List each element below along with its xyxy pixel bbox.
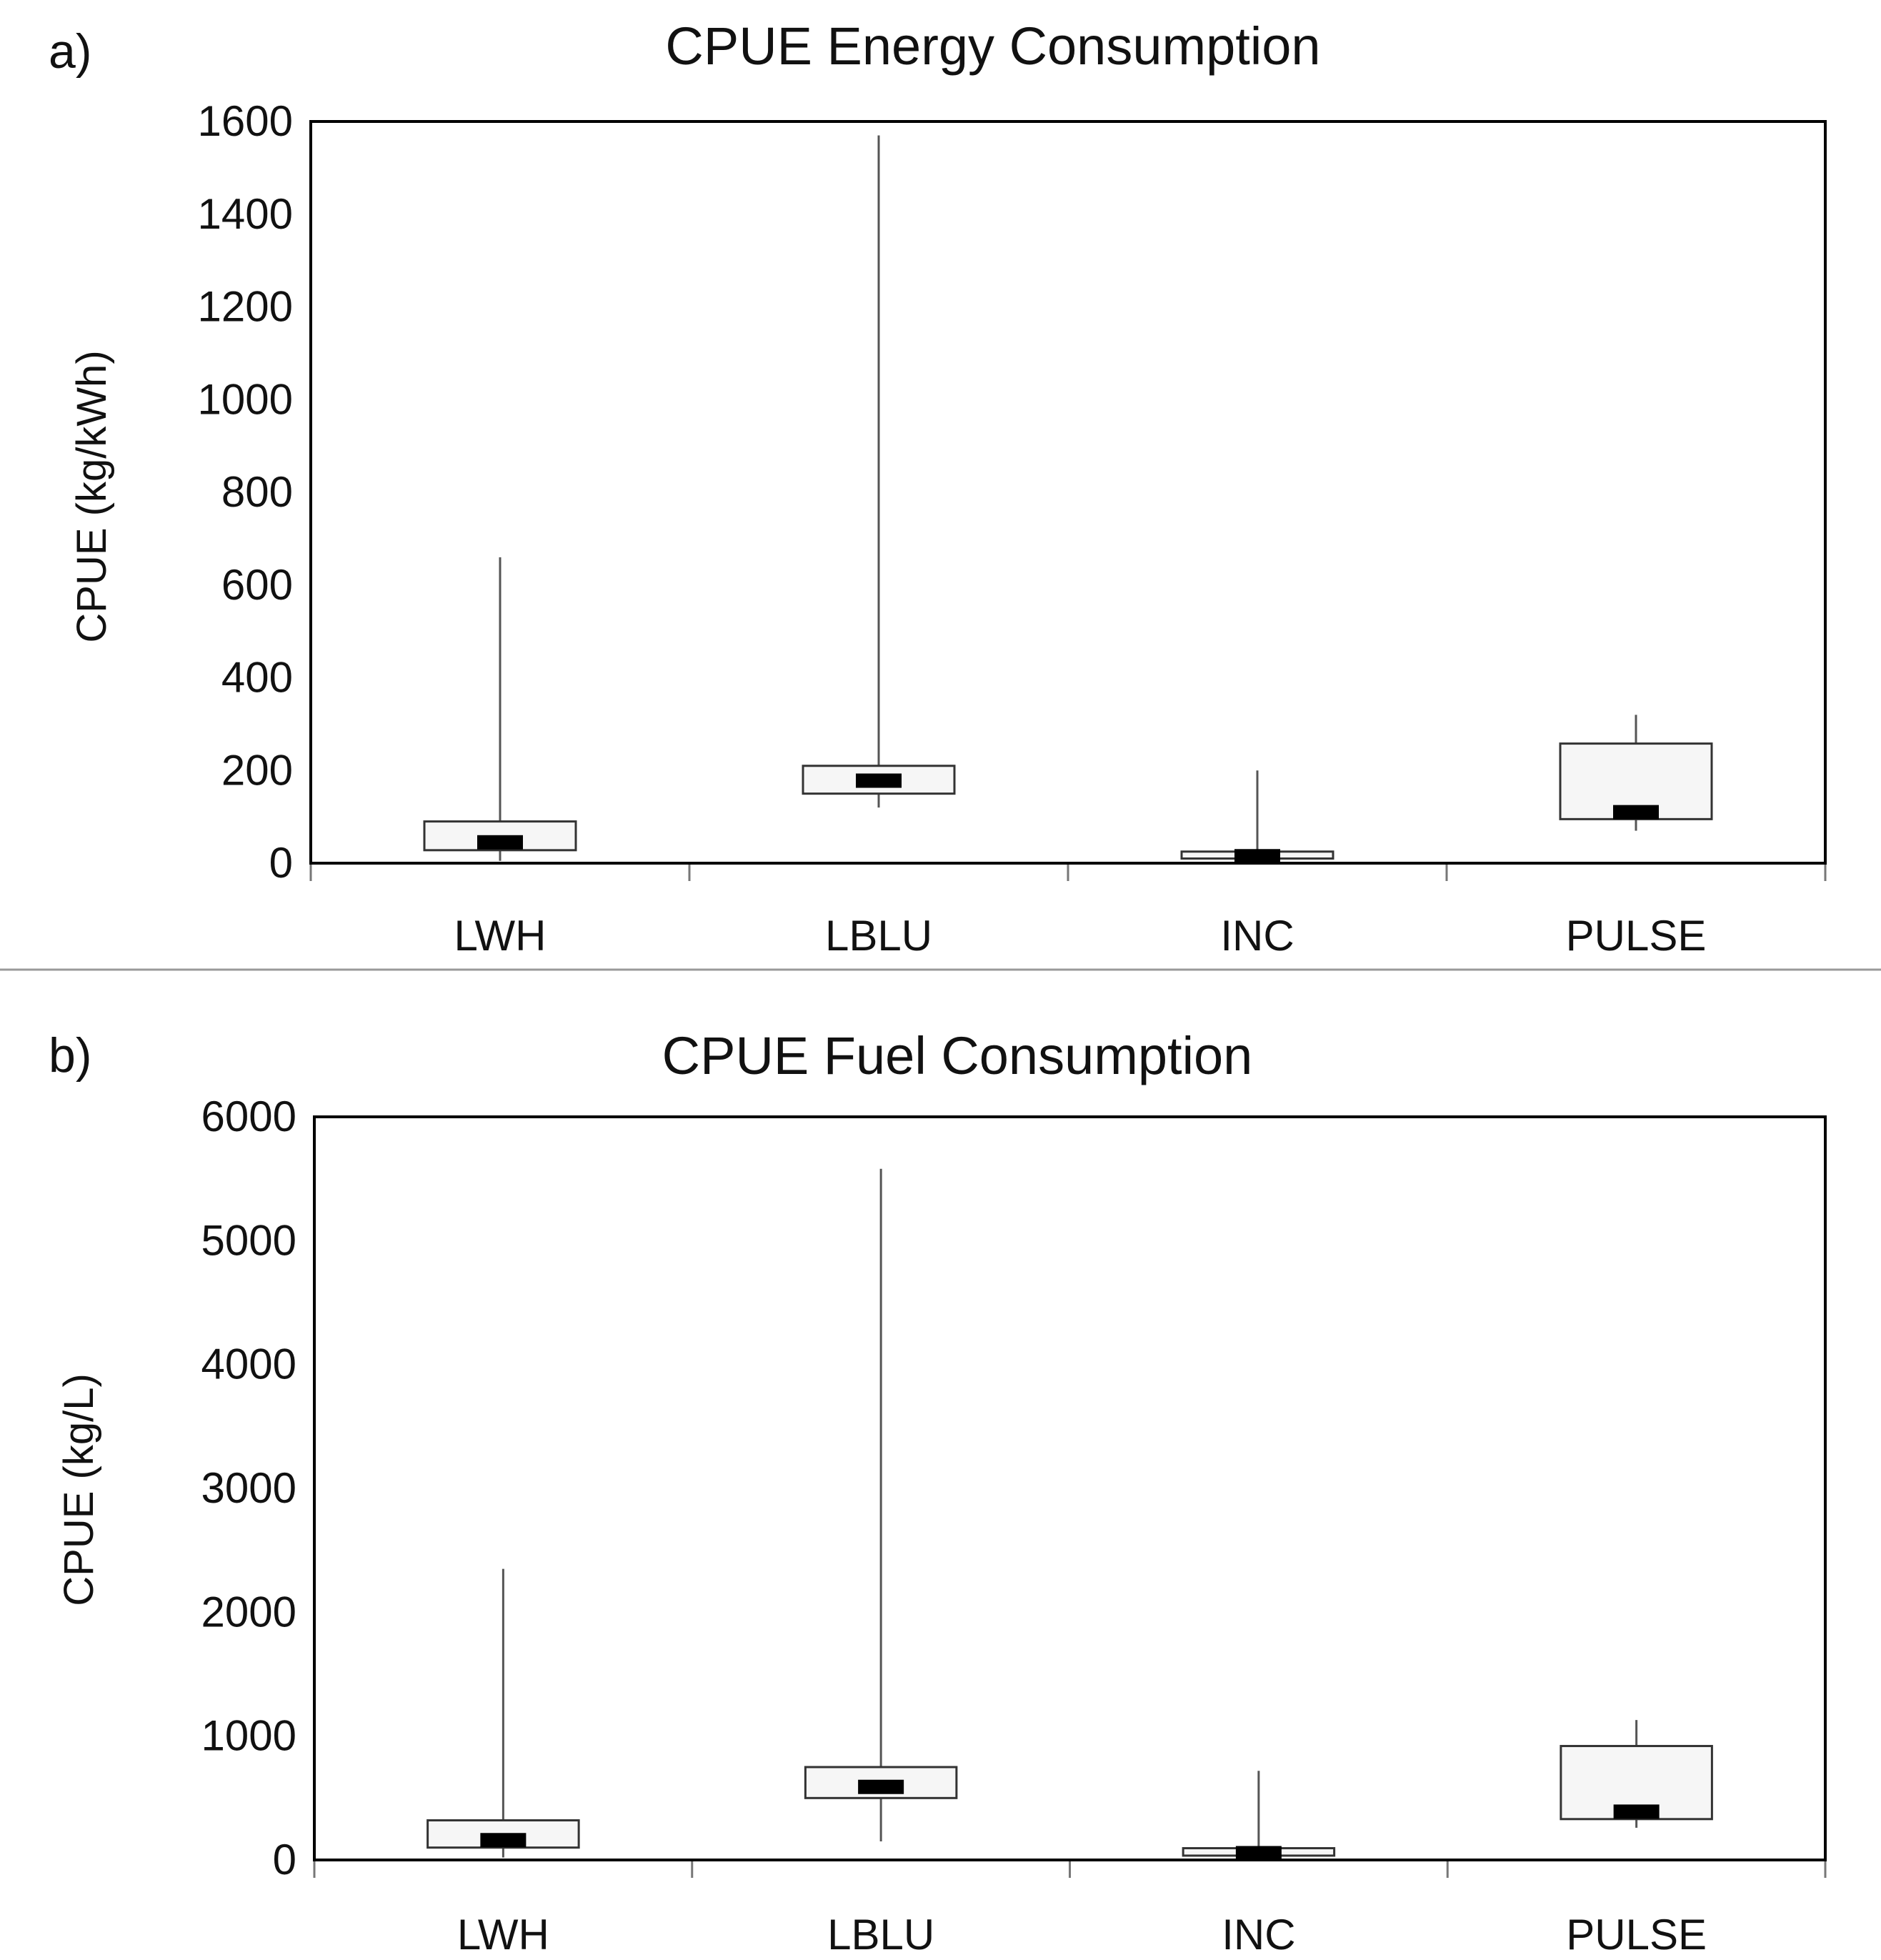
panel-a-label: a)	[49, 24, 91, 79]
y-tick-label: 2000	[201, 1588, 296, 1636]
x-tick-label: INC	[1220, 912, 1294, 960]
median-marker	[856, 773, 902, 788]
box-plots	[426, 1168, 1713, 1861]
y-tick-label: 200	[221, 746, 293, 794]
y-tick-labels: 0 200 400 600 800 1000 1200 1400 1600	[198, 97, 293, 887]
iqr-box-pulse	[1560, 1745, 1713, 1821]
y-tick-label: 5000	[201, 1216, 296, 1264]
x-tick-label: PULSE	[1566, 1911, 1707, 1959]
panel-energy-consumption: a) CPUE Energy Consumption CPUE (kg/kWh)…	[49, 16, 1827, 960]
box-plots	[423, 135, 1713, 864]
y-tick-label: 0	[269, 839, 293, 887]
y-tick-label: 600	[221, 561, 293, 609]
y-tick-label: 6000	[201, 1093, 296, 1140]
x-tick-label: INC	[1222, 1911, 1295, 1959]
y-tick-label: 800	[221, 468, 293, 516]
chart-title: CPUE Energy Consumption	[665, 16, 1320, 76]
x-tick-labels: LWH LBLU INC PULSE	[309, 863, 1827, 960]
panel-b-label: b)	[49, 1028, 91, 1083]
y-tick-label: 1400	[198, 190, 293, 238]
median-marker	[477, 835, 523, 850]
y-tick-label: 1600	[198, 97, 293, 145]
y-tick-label: 400	[221, 654, 293, 702]
x-tick-labels: LWH LBLU INC PULSE	[313, 1860, 1827, 1959]
y-tick-label: 3000	[201, 1464, 296, 1512]
x-tick-label: LWH	[457, 1911, 549, 1959]
median-marker	[1234, 849, 1280, 864]
x-tick-label: PULSE	[1566, 912, 1707, 960]
x-tick-label: LWH	[454, 912, 547, 960]
y-tick-label: 1200	[198, 283, 293, 331]
panel-fuel-consumption: b) CPUE Fuel Consumption CPUE (kg/L) 0 10…	[49, 1026, 1827, 1959]
median-marker	[480, 1833, 527, 1848]
y-tick-labels: 0 1000 2000 3000 4000 5000 6000	[201, 1093, 296, 1884]
plot-frame	[309, 120, 1827, 865]
median-marker	[1613, 1804, 1660, 1819]
x-tick-label: LBLU	[825, 912, 932, 960]
y-tick-label: 0	[273, 1836, 296, 1884]
y-axis-label: CPUE (kg/kWh)	[69, 350, 115, 642]
chart-title: CPUE Fuel Consumption	[662, 1026, 1253, 1085]
y-tick-label: 1000	[198, 375, 293, 423]
x-tick-label: LBLU	[827, 1911, 934, 1959]
y-axis-label: CPUE (kg/L)	[56, 1373, 102, 1606]
plot-frame	[313, 1115, 1827, 1861]
y-tick-label: 4000	[201, 1340, 296, 1388]
median-marker	[858, 1779, 904, 1794]
y-tick-label: 1000	[201, 1712, 296, 1760]
median-marker	[1613, 805, 1659, 820]
median-marker	[1235, 1846, 1282, 1861]
